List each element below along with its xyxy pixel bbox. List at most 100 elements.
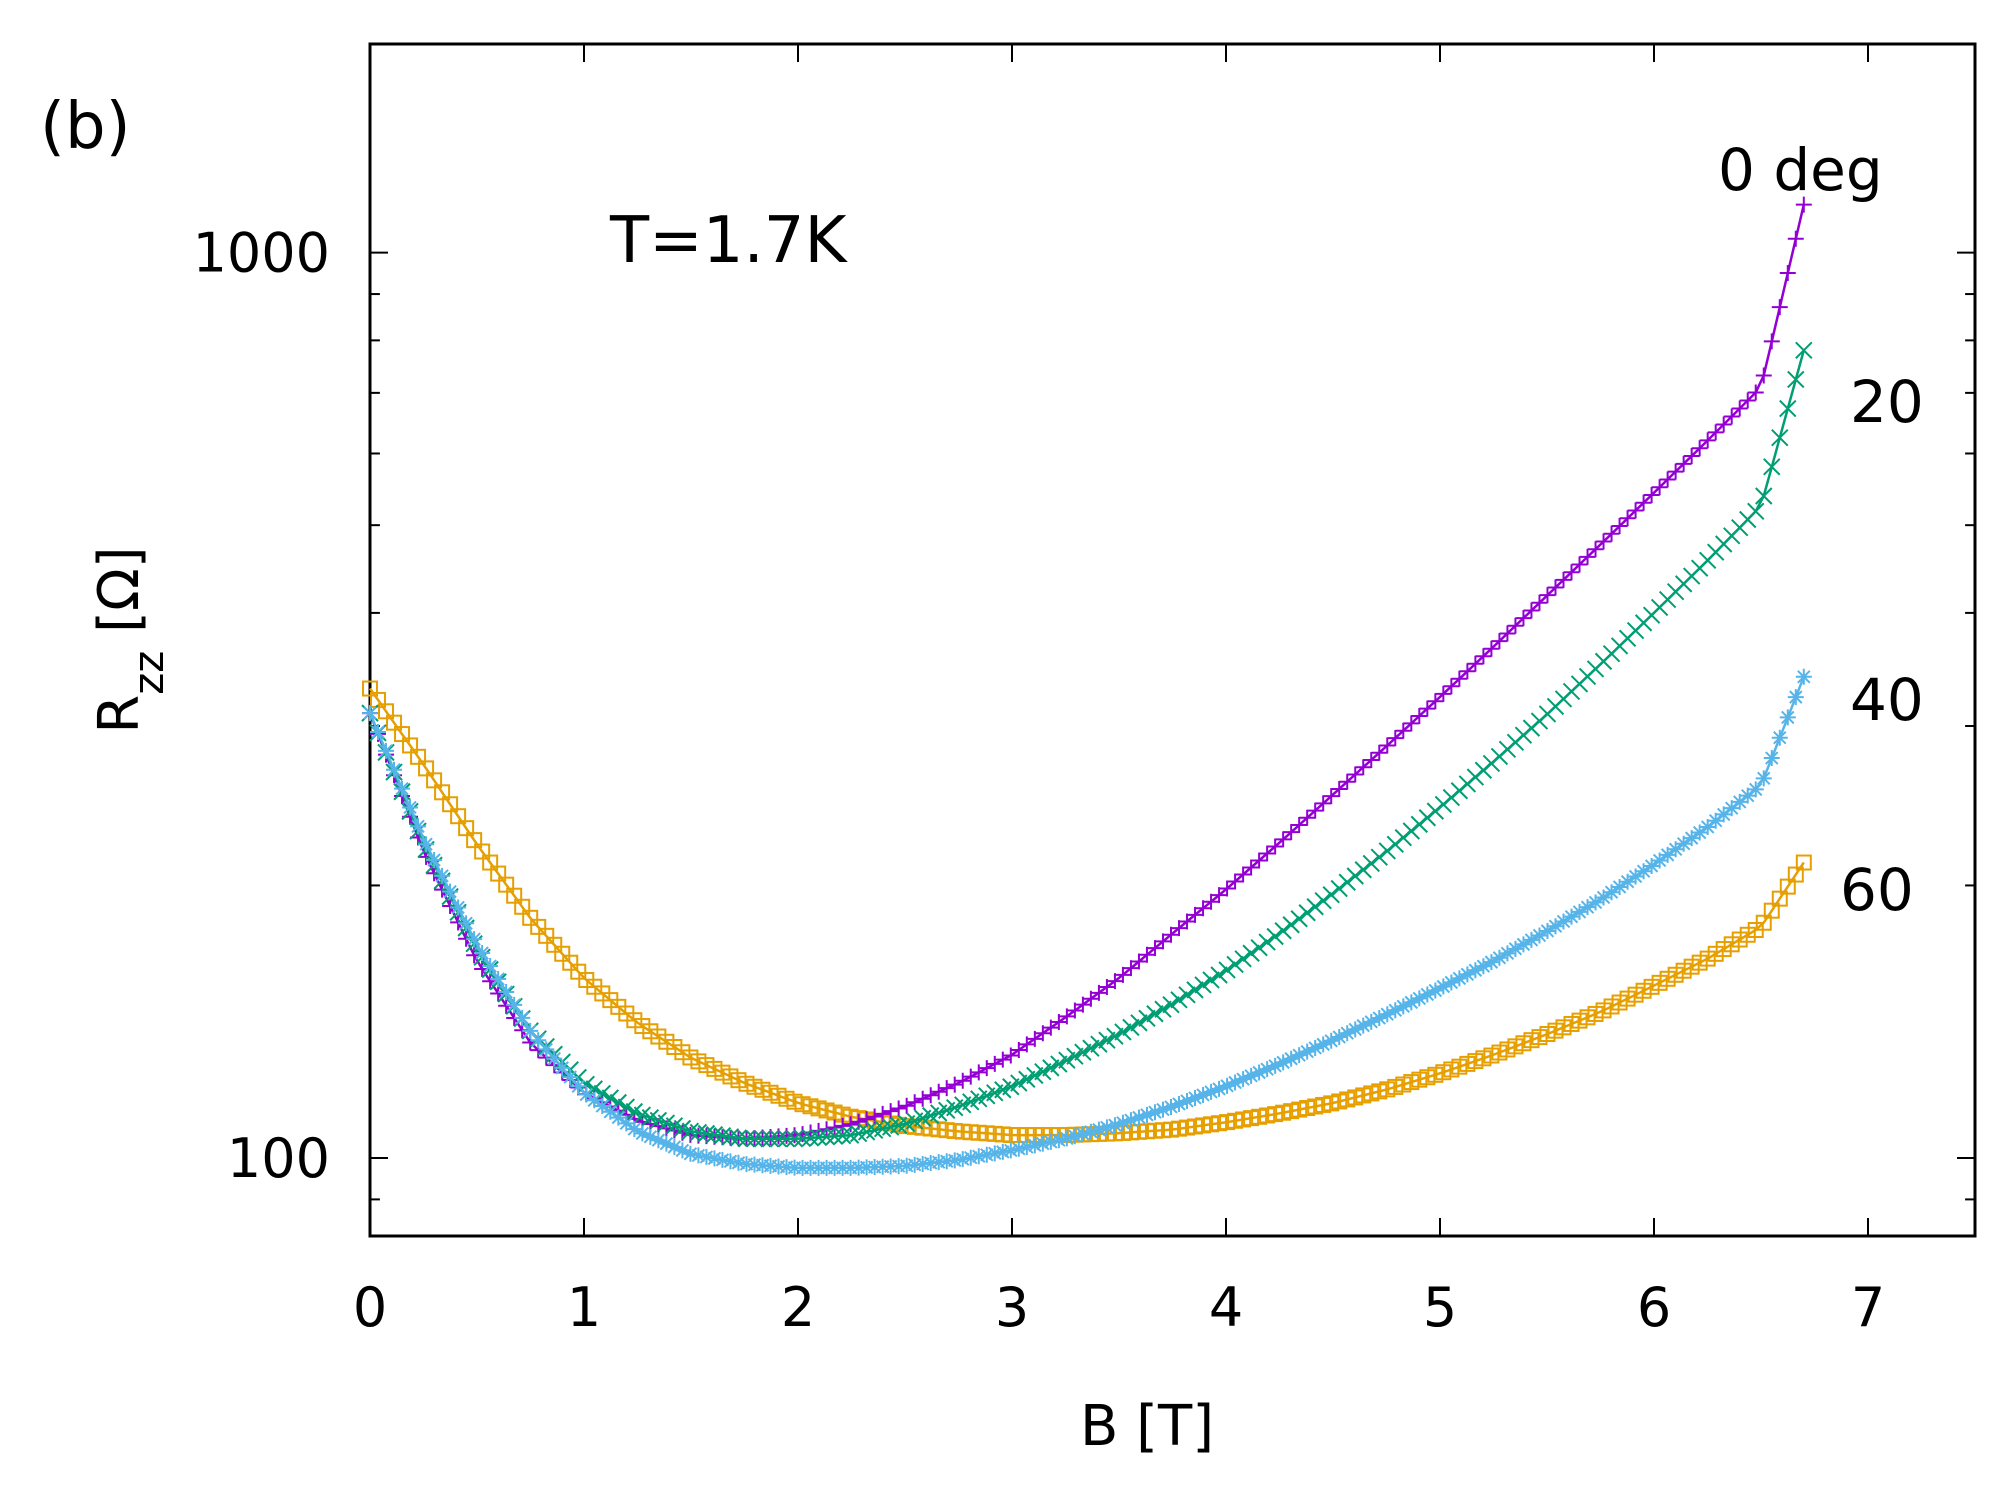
data-point-square [1211, 1115, 1228, 1132]
data-point-star [1138, 1106, 1155, 1123]
data-point-star [578, 1086, 595, 1103]
data-point-square [1363, 1085, 1380, 1102]
data-point-square [506, 887, 523, 904]
data-point-cross [1755, 487, 1773, 505]
data-point-star [1387, 1002, 1404, 1019]
data-point-square [978, 1125, 995, 1142]
data-point-star [794, 1159, 811, 1176]
data-point-plus [922, 1087, 939, 1104]
data-point-plus [1227, 873, 1244, 890]
data-point-plus [1411, 707, 1428, 724]
data-point-cross [1154, 1000, 1172, 1018]
data-point-star [474, 945, 491, 962]
data-point-plus [1483, 640, 1500, 657]
data-point-square [762, 1084, 779, 1101]
data-point-star [914, 1155, 931, 1172]
data-point-plus [1739, 392, 1756, 409]
data-point-cross [1106, 1027, 1124, 1045]
data-point-square [1371, 1083, 1388, 1100]
data-point-plus [1323, 788, 1340, 805]
data-point-square [1467, 1053, 1484, 1070]
data-point-plus [834, 1117, 851, 1134]
data-point-square [418, 760, 435, 777]
data-point-star [730, 1154, 747, 1171]
data-point-star [1619, 873, 1636, 890]
data-point-star [1731, 793, 1748, 810]
data-point-square [1667, 966, 1684, 983]
data-point-star [1443, 974, 1460, 991]
data-point-star [1275, 1054, 1292, 1071]
data-point-star [602, 1103, 619, 1120]
data-point-star [1707, 812, 1724, 829]
data-point-star [1651, 852, 1668, 869]
data-point-plus [1155, 933, 1171, 950]
data-point-star [738, 1156, 755, 1173]
data-point-star [690, 1147, 707, 1164]
data-point-star [754, 1157, 771, 1174]
data-point-star [994, 1143, 1011, 1160]
data-point-plus [1251, 852, 1268, 869]
y-axis-label: Rzz [Ω] [87, 546, 173, 733]
data-point-star [506, 996, 523, 1013]
data-point-plus [1771, 299, 1788, 316]
y-tick-labels: 100 1000 [193, 222, 330, 1190]
data-point-square [1443, 1061, 1460, 1078]
data-point-plus [1203, 893, 1220, 910]
data-point-star [1307, 1039, 1324, 1056]
data-point-star [786, 1159, 803, 1176]
data-point-square [1555, 1019, 1572, 1036]
data-point-star [1146, 1104, 1163, 1121]
data-point-square [1715, 941, 1732, 958]
data-point-plus [1074, 996, 1091, 1013]
data-point-star [1267, 1057, 1284, 1074]
data-point-square [434, 784, 451, 801]
data-point-cross [1314, 892, 1332, 910]
data-point-square [1563, 1015, 1580, 1032]
data-point-cross [825, 1127, 844, 1145]
data-point-plus [1291, 816, 1308, 833]
data-point-star [698, 1148, 715, 1165]
data-point-square [802, 1098, 819, 1115]
data-point-plus [962, 1068, 979, 1085]
data-point-square [1651, 974, 1668, 991]
data-point-star [682, 1145, 699, 1162]
data-point-star [1243, 1067, 1260, 1084]
data-point-cross [1162, 995, 1180, 1014]
data-point-cross [1130, 1014, 1148, 1032]
data-point-plus [1026, 1030, 1043, 1047]
data-point-square [1787, 866, 1804, 883]
data-point-plus [1018, 1036, 1035, 1053]
data-point-cross [697, 1124, 716, 1143]
data-point-square [746, 1078, 763, 1095]
data-point-square [1291, 1101, 1308, 1118]
data-point-star [1723, 800, 1740, 817]
data-point-square [426, 772, 443, 789]
data-point-square [370, 691, 387, 708]
data-point-plus [1675, 455, 1692, 472]
data-point-plus [1387, 730, 1404, 747]
data-point-plus [1707, 424, 1724, 441]
data-point-plus [1331, 780, 1348, 797]
data-point-star [778, 1159, 795, 1176]
data-point-star [1411, 990, 1428, 1007]
data-point-star [770, 1158, 787, 1175]
series-40-deg [362, 668, 1812, 1176]
data-point-star [1539, 922, 1556, 939]
data-point-cross [1795, 341, 1813, 360]
data-point-plus [1219, 880, 1236, 897]
data-point-star [1459, 966, 1476, 983]
data-point-plus [1379, 737, 1396, 754]
data-point-cross [1274, 922, 1292, 940]
data-point-plus [1187, 906, 1204, 923]
y-axis-label-base: R [87, 695, 152, 734]
data-point-star [1699, 818, 1716, 835]
data-point-square [482, 854, 499, 871]
data-point-star [1098, 1119, 1115, 1136]
data-point-star [498, 983, 515, 1000]
axis-ticks [369, 44, 1975, 1236]
data-point-star [1090, 1121, 1107, 1138]
data-point-star [618, 1115, 635, 1132]
series-label-60-deg: 60 [1840, 856, 1914, 924]
data-point-cross [817, 1128, 836, 1146]
